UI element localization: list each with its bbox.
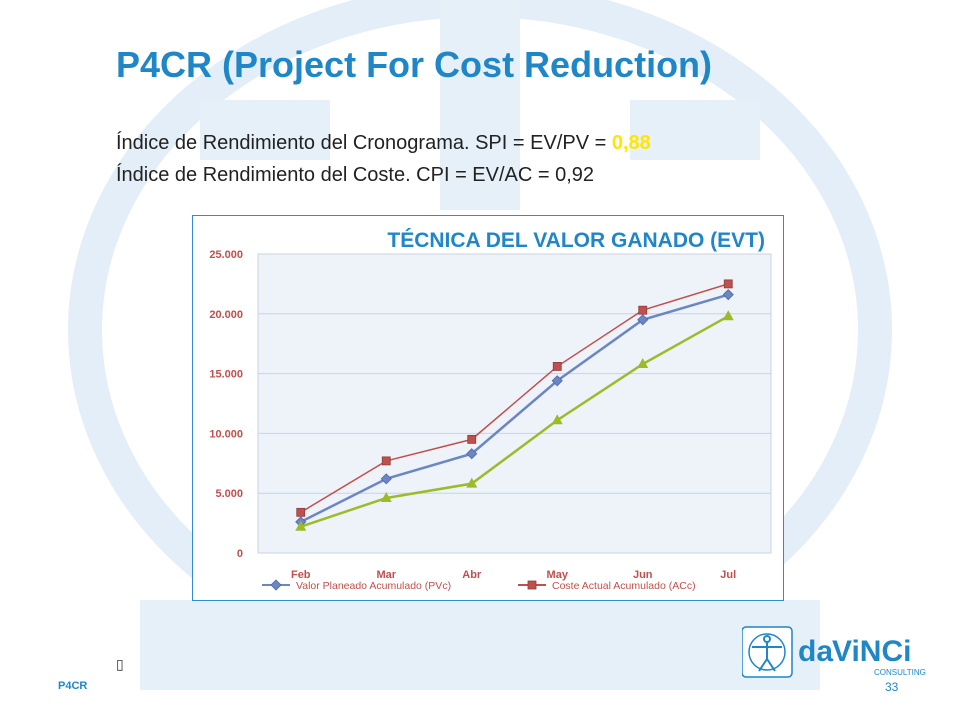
data-point-triangle bbox=[551, 414, 563, 425]
data-point-diamond bbox=[637, 314, 649, 326]
y-tick-label: 20.000 bbox=[209, 309, 243, 321]
x-tick-label: Mar bbox=[376, 569, 396, 581]
y-tick-label: 15.000 bbox=[209, 369, 243, 381]
legend-label: Coste Actual Acumulado (ACc) bbox=[552, 580, 696, 592]
y-tick-label: 0 bbox=[237, 548, 243, 560]
data-point-square bbox=[552, 362, 562, 371]
spi-text: Índice de Rendimiento del Cronograma. SP… bbox=[116, 132, 612, 154]
data-point-triangle bbox=[722, 310, 734, 321]
logo-text-vinci: ViNCi bbox=[832, 635, 911, 668]
logo-text-consulting: CONSULTING bbox=[874, 668, 926, 677]
evt-chart: TÉCNICA DEL VALOR GANADO (EVT) 0 5.000 10.0… bbox=[209, 229, 772, 592]
footer-label: P4CR bbox=[58, 680, 88, 692]
data-point-triangle bbox=[466, 477, 478, 488]
data-point-square bbox=[296, 507, 306, 517]
data-point-square bbox=[381, 456, 391, 466]
data-point-diamond bbox=[466, 448, 478, 460]
slide-title: P4CR (Project For Cost Reduction) bbox=[116, 44, 713, 85]
legend-label: Valor Planeado Acumulado (PVc) bbox=[296, 580, 451, 592]
y-tick-label: 10.000 bbox=[209, 428, 243, 440]
data-point-triangle bbox=[380, 491, 392, 502]
x-tick-label: Jun bbox=[633, 569, 653, 581]
davinci-logo: da ViNCi CONSULTING bbox=[742, 626, 926, 678]
logo-circle bbox=[748, 633, 786, 671]
evt-chart-frame: TÉCNICA DEL VALOR GANADO (EVT) 0 5.000 10.0… bbox=[192, 215, 784, 601]
cpi-line: Índice de Rendimiento del Coste. CPI = E… bbox=[116, 164, 595, 186]
data-point-square bbox=[723, 279, 733, 289]
data-point-triangle bbox=[637, 358, 649, 369]
data-point-square bbox=[467, 434, 477, 444]
vitruvian-figure-icon bbox=[752, 635, 782, 672]
chart-title: TÉCNICA DEL VALOR GANADO (EVT) bbox=[387, 229, 765, 252]
series-line-diamond bbox=[300, 293, 729, 524]
page-number: 33 bbox=[885, 680, 899, 694]
data-point-diamond bbox=[551, 375, 563, 387]
data-point-square bbox=[638, 305, 648, 315]
series-line-square bbox=[300, 283, 729, 513]
x-tick-label: Jul bbox=[720, 569, 736, 581]
spi-line: Índice de Rendimiento del Cronograma. SP… bbox=[116, 132, 651, 155]
x-tick-label: Abr bbox=[462, 569, 482, 581]
x-tick-label: Feb bbox=[291, 569, 311, 581]
legend-marker-square bbox=[527, 580, 537, 590]
data-point-triangle bbox=[295, 520, 307, 531]
data-point-diamond bbox=[380, 473, 392, 485]
spi-value: 0,88 bbox=[611, 132, 651, 154]
logo-text-da: da bbox=[798, 635, 833, 668]
series-line-triangle bbox=[300, 315, 729, 528]
y-tick-label: 25.000 bbox=[209, 249, 243, 261]
legend-marker-diamond bbox=[270, 579, 282, 591]
y-tick-label: 5.000 bbox=[215, 488, 243, 500]
data-point-diamond bbox=[722, 289, 734, 301]
x-tick-label: May bbox=[547, 569, 569, 581]
empty-bullet-glyph: ▯ bbox=[116, 656, 124, 672]
